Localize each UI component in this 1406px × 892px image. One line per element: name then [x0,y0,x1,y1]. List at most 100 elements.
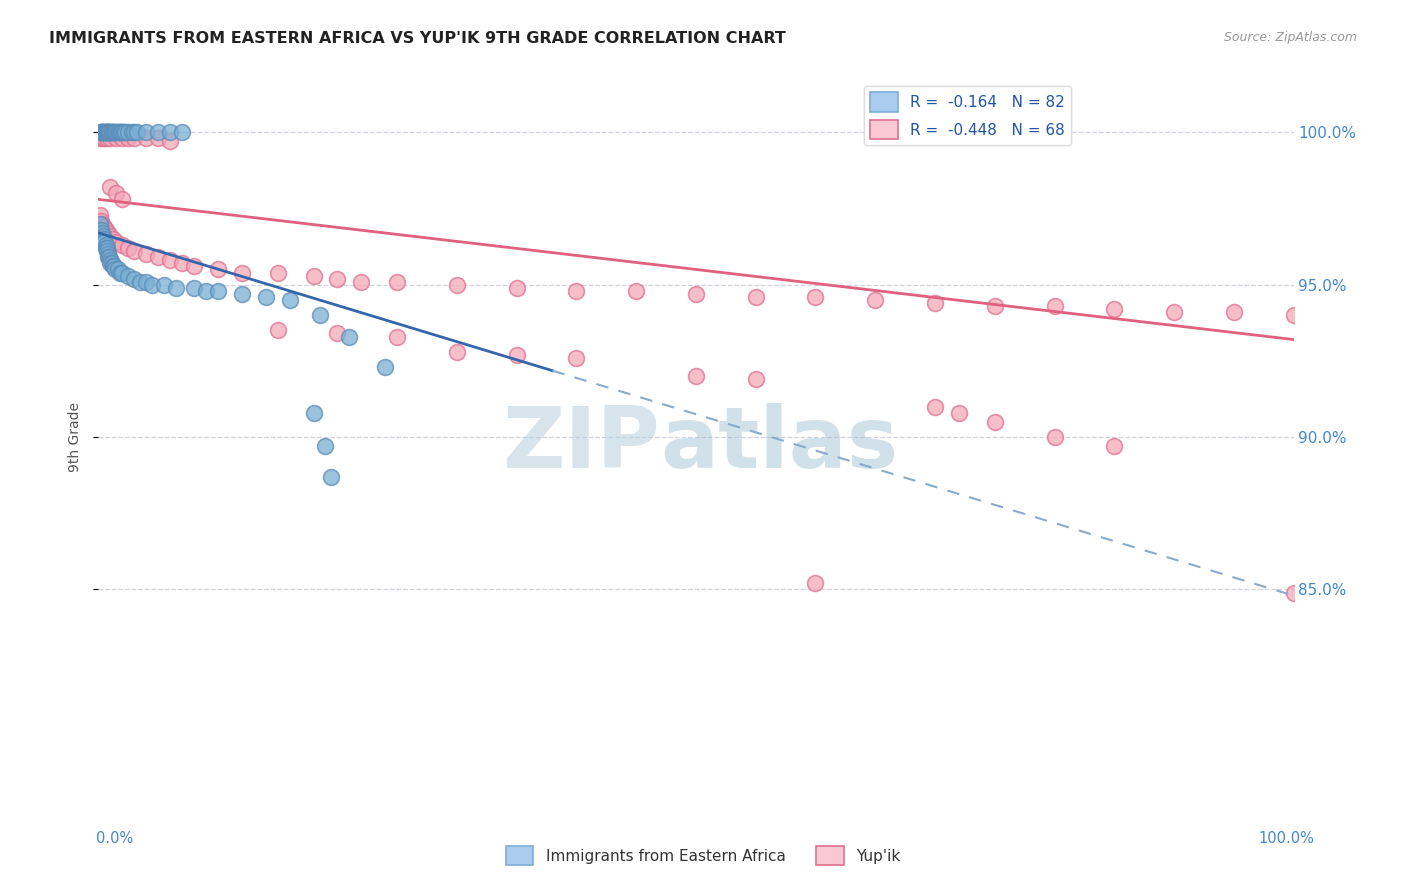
Point [267,323,290,337]
Point [97,125,120,139]
Point [626,284,648,298]
Point [103,260,125,274]
Point [101,232,124,246]
Point [107,262,129,277]
Point [96,125,118,139]
Point [745,372,768,386]
Point [1104,439,1126,453]
Point [1282,585,1305,599]
Point [94,223,117,237]
Point [100,256,122,270]
Point [278,293,301,307]
Point [1163,305,1185,319]
Point [110,125,132,139]
Point [685,286,707,301]
Point [1223,305,1246,319]
Point [148,250,170,264]
Point [98,125,122,139]
Point [159,253,181,268]
Point [101,260,124,274]
Point [111,266,134,280]
Point [124,131,146,145]
Text: 100.0%: 100.0% [1258,831,1315,846]
Point [924,400,946,414]
Point [108,125,131,139]
Point [135,125,157,139]
Point [506,348,529,362]
Point [1043,430,1066,444]
Point [124,125,146,139]
Point [172,256,194,270]
Point [91,217,114,231]
Point [231,266,253,280]
Point [183,260,205,274]
Legend: Immigrants from Eastern Africa, Yup'ik: Immigrants from Eastern Africa, Yup'ik [499,840,907,871]
Point [91,125,114,139]
Point [104,262,127,277]
Point [374,359,396,374]
Point [321,469,343,483]
Point [117,268,139,283]
Point [111,125,134,139]
Point [117,241,139,255]
Point [98,125,121,139]
Point [103,125,125,139]
Point [446,277,468,292]
Point [125,125,148,139]
Point [91,125,114,139]
Point [107,125,129,139]
Point [207,284,229,298]
Point [93,125,115,139]
Point [98,125,122,139]
Point [100,125,122,139]
Point [114,125,136,139]
Point [685,369,707,384]
Point [105,125,128,139]
Point [159,135,181,149]
Point [93,125,115,139]
Point [94,238,117,252]
Point [94,125,117,139]
Point [101,125,124,139]
Point [108,266,131,280]
Point [135,247,157,261]
Point [804,290,827,304]
Point [350,275,373,289]
Point [1043,299,1066,313]
Point [267,266,290,280]
Point [97,247,120,261]
Point [124,271,146,285]
Point [385,329,409,343]
Point [91,226,114,240]
Point [315,439,337,453]
Point [91,219,114,234]
Point [135,131,157,145]
Point [98,229,122,244]
Point [121,125,143,139]
Point [231,286,253,301]
Point [124,244,146,259]
Point [98,180,122,194]
Point [105,235,128,249]
Point [96,131,118,145]
Point [141,277,163,292]
Point [804,576,827,591]
Point [93,232,115,246]
Point [96,125,118,139]
Point [104,125,127,139]
Point [91,131,114,145]
Point [385,275,409,289]
Point [924,296,946,310]
Point [89,217,111,231]
Point [94,241,117,255]
Point [94,125,117,139]
Y-axis label: 9th Grade: 9th Grade [67,402,82,472]
Point [565,351,588,365]
Point [165,281,187,295]
Point [308,308,330,322]
Text: atlas: atlas [661,403,898,486]
Point [183,281,205,295]
Point [89,131,111,145]
Point [254,290,277,304]
Point [865,293,887,307]
